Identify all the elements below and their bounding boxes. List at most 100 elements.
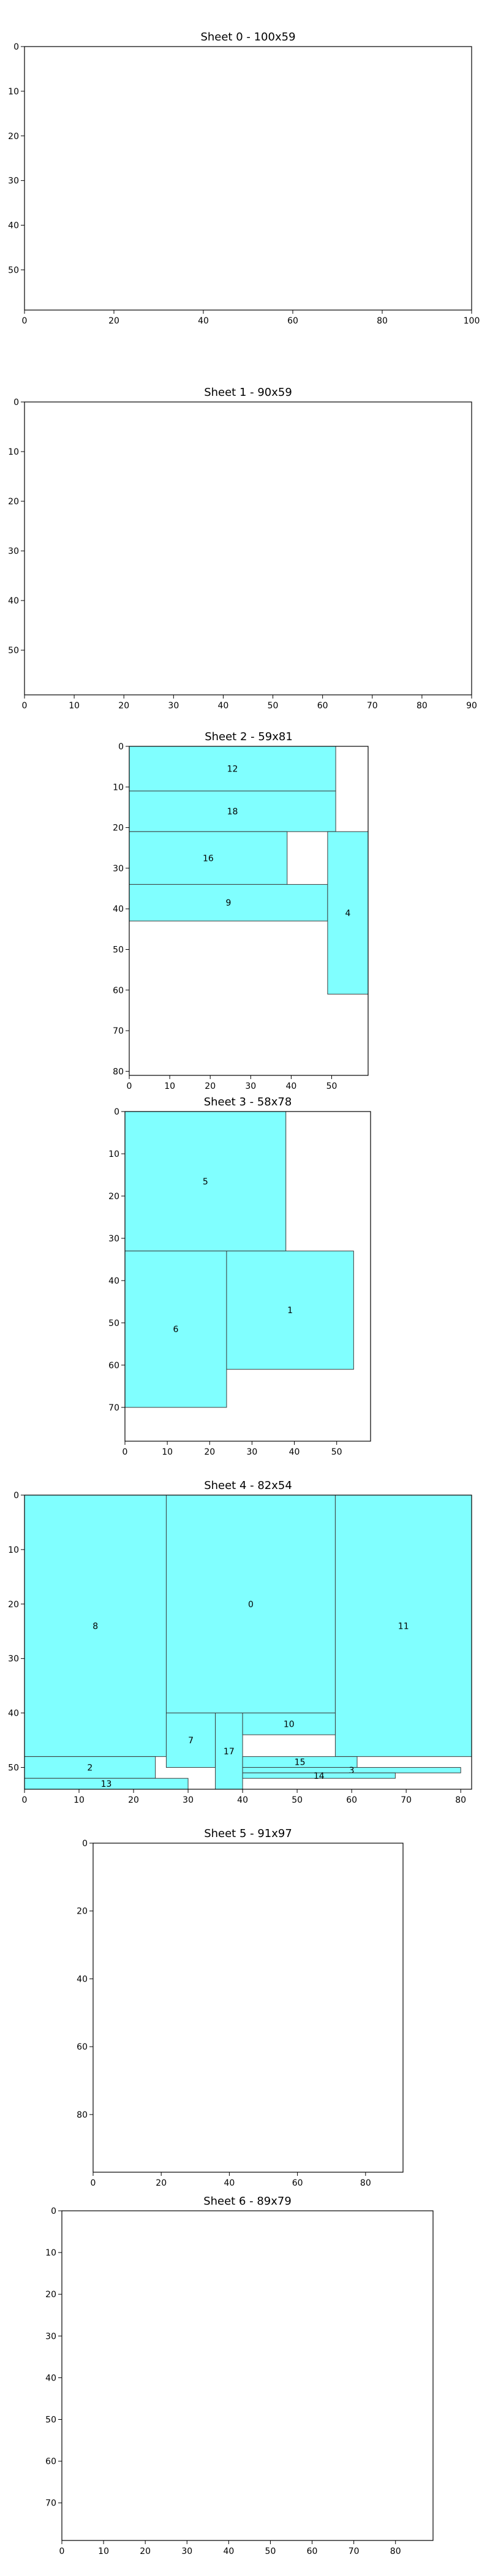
y-tick-label: 40	[77, 1974, 88, 1984]
x-tick-label: 10	[98, 2547, 109, 2556]
piece-rect-17	[215, 1713, 243, 1790]
x-tick-label: 30	[181, 2547, 192, 2556]
x-tick-label: 20	[140, 2547, 151, 2556]
sheet-panel-5: Sheet 5 - 91x97 0 20 40 60 80 0 20 40 60 80	[77, 1827, 404, 2188]
x-tick-label: 40	[237, 1795, 248, 1805]
y-tick-label: 30	[8, 1654, 19, 1664]
x-tick-label: 0	[123, 1447, 128, 1457]
piece-rect-1	[226, 1251, 354, 1370]
piece-label-13: 13	[101, 1779, 112, 1789]
y-tick-label: 30	[108, 1234, 119, 1244]
y-tick-label: 0	[51, 2207, 56, 2216]
axes-frame	[61, 2210, 434, 2541]
x-tick-label: 40	[289, 1447, 300, 1457]
piece-rect-6	[124, 1251, 227, 1408]
x-tick-label: 60	[292, 2178, 303, 2188]
y-tick-label: 50	[8, 1763, 19, 1773]
x-tick-label: 0	[22, 1795, 28, 1805]
sheet-panel-0: Sheet 0 - 100x59 0 20 40 60 80 100 0 10 20 30 40 50	[8, 31, 480, 326]
x-tick-label: 50	[268, 701, 279, 711]
y-tick-label: 70	[108, 1403, 119, 1413]
y-tick-label: 30	[113, 864, 124, 874]
y-tick-label: 60	[45, 2457, 56, 2467]
piece-label-3: 3	[349, 1766, 355, 1776]
y-tick-label: 0	[13, 398, 19, 407]
piece-rect-16	[129, 831, 288, 885]
piece-rect-8	[24, 1494, 167, 1757]
x-tick-label: 20	[108, 316, 119, 326]
y-tick-label: 0	[118, 742, 124, 752]
piece-label-1: 1	[287, 1306, 293, 1316]
x-tick-label: 20	[118, 701, 129, 711]
x-tick-label: 80	[377, 316, 388, 326]
piece-label-18: 18	[227, 807, 238, 817]
x-tick-label: 90	[466, 701, 477, 711]
y-tick-label: 10	[108, 1150, 119, 1159]
x-tick-label: 10	[164, 1082, 175, 1091]
y-tick-label: 80	[77, 2110, 88, 2120]
y-tick-label: 50	[108, 1319, 119, 1328]
x-tick-label: 100	[464, 316, 480, 326]
y-tick-label: 0	[13, 1491, 19, 1501]
x-tick-label: 30	[168, 701, 179, 711]
piece-rect-4	[327, 831, 369, 994]
axes-frame	[124, 1111, 371, 1442]
y-tick-label: 80	[113, 1067, 124, 1077]
piece-label-5: 5	[203, 1177, 208, 1187]
y-tick-label: 0	[82, 1839, 88, 1849]
x-tick-label: 10	[74, 1795, 85, 1805]
x-tick-label: 70	[367, 701, 378, 711]
sheet-title: Sheet 0 - 100x59	[200, 31, 295, 44]
y-tick-label: 20	[113, 824, 124, 833]
x-tick-label: 50	[331, 1447, 342, 1457]
x-tick-label: 20	[128, 1795, 139, 1805]
x-tick-label: 80	[390, 2547, 401, 2556]
piece-rect-12	[129, 746, 336, 792]
piece-label-6: 6	[173, 1325, 179, 1335]
axes-frame	[24, 1494, 472, 1790]
y-tick-label: 50	[8, 265, 19, 275]
x-tick-label: 60	[307, 2547, 318, 2556]
piece-label-2: 2	[87, 1763, 92, 1773]
y-tick-label: 40	[8, 221, 19, 231]
piece-label-12: 12	[227, 764, 238, 774]
x-tick-label: 10	[162, 1447, 173, 1457]
y-tick-label: 30	[45, 2332, 56, 2341]
x-tick-label: 0	[59, 2547, 65, 2556]
x-tick-label: 10	[69, 701, 80, 711]
x-tick-label: 0	[22, 701, 28, 711]
y-tick-label: 10	[113, 782, 124, 792]
y-tick-label: 0	[13, 42, 19, 52]
piece-label-4: 4	[345, 909, 350, 919]
sheet-title: Sheet 2 - 59x81	[205, 730, 293, 743]
sheet-title: Sheet 1 - 90x59	[204, 386, 292, 399]
y-tick-label: 40	[8, 1709, 19, 1719]
y-tick-label: 60	[113, 986, 124, 996]
y-tick-label: 50	[113, 945, 124, 955]
y-tick-label: 70	[113, 1026, 124, 1036]
piece-label-7: 7	[188, 1736, 194, 1746]
x-tick-label: 30	[183, 1795, 194, 1805]
y-tick-label: 10	[45, 2248, 56, 2258]
x-tick-label: 40	[198, 316, 209, 326]
piece-rect-11	[334, 1494, 472, 1757]
y-tick-label: 20	[8, 1600, 19, 1610]
piece-label-14: 14	[314, 1771, 325, 1781]
x-tick-label: 80	[417, 701, 428, 711]
x-tick-label: 30	[245, 1082, 256, 1091]
y-tick-label: 10	[8, 447, 19, 457]
y-tick-label: 70	[45, 2499, 56, 2509]
piece-label-0: 0	[248, 1600, 254, 1610]
x-tick-label: 20	[156, 2178, 167, 2188]
y-tick-label: 20	[77, 1907, 88, 1917]
y-tick-label: 40	[113, 904, 124, 914]
y-tick-label: 30	[8, 176, 19, 186]
piece-label-9: 9	[225, 898, 231, 908]
y-tick-label: 40	[108, 1276, 119, 1286]
y-tick-label: 20	[8, 497, 19, 507]
y-tick-label: 10	[8, 1545, 19, 1555]
